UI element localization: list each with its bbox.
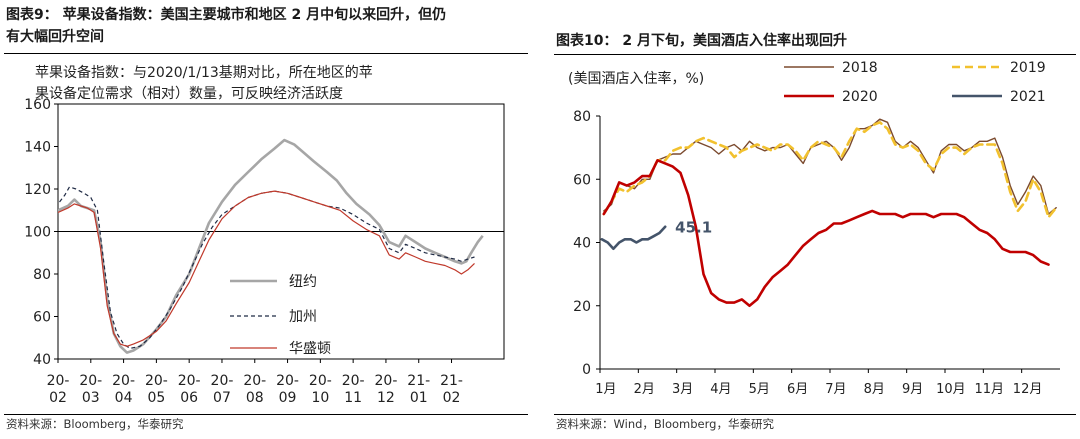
right-xtick-label: 1月 [595, 382, 616, 397]
left-title-line2: 有大幅回升空间 [6, 29, 104, 45]
left-ytick-label: 140 [24, 140, 51, 156]
left-ytick-label: 80 [33, 267, 51, 283]
left-annotation-line-2: 果设备定位需求（相对）数量，可反映经济活跃度 [35, 85, 343, 102]
right-legend-label-2019: 2019 [1010, 60, 1046, 76]
left-chart-title: 图表9： 苹果设备指数：美国主要城市和地区 2 月中旬以来回升，但仍 有大幅回升… [6, 4, 526, 48]
left-source: 资料来源：Bloomberg，华泰研究 [6, 417, 184, 431]
left-xtick-year: 21- [440, 373, 463, 389]
left-xtick-year: 20- [309, 373, 332, 389]
right-xtick-label: 7月 [825, 382, 846, 397]
left-xtick-month: 04 [115, 390, 133, 406]
right-xtick-label: 5月 [749, 382, 770, 397]
left-xtick-year: 20- [178, 373, 201, 389]
right-series-line-2018 [603, 118, 1057, 215]
right-hotel-occupancy-chart: (美国酒店入住率，%) 0 20 40 60 80 1月 2月 3月 4月 5月 6月 7月 8月 9月 10… [568, 60, 1060, 397]
right-xtick-label: 3月 [672, 382, 693, 397]
right-ylabel: (美国酒店入住率，%) [568, 70, 704, 87]
right-xtick-label: 9月 [902, 382, 923, 397]
right-series-line-2019 [602, 121, 1058, 219]
left-source-rule [4, 414, 528, 415]
left-apple-mobility-chart: 苹果设备指数：与2020/1/13基期对比，所在地区的苹果设备定位需求（相对）数… [24, 64, 505, 406]
right-xtick-label: 6月 [787, 382, 808, 397]
right-xtick-label: 2月 [634, 382, 655, 397]
right-xtick-label: 11月 [974, 382, 1004, 397]
left-xtick-month: 12 [377, 390, 395, 406]
right-series-line-2020 [602, 159, 1050, 308]
left-series-line-1 [58, 138, 484, 354]
right-source-rule [554, 414, 1076, 415]
right-series-line-2021 [600, 225, 667, 251]
left-series-line-3 [58, 190, 475, 347]
left-xtick-year: 20- [79, 373, 102, 389]
left-xtick-year: 20- [47, 373, 70, 389]
left-ytick-label: 160 [24, 97, 51, 113]
left-xtick-month: 09 [279, 390, 297, 406]
right-legend-label-2018: 2018 [842, 60, 878, 76]
right-ytick-label: 80 [573, 109, 591, 125]
right-ytick-label: 60 [573, 172, 591, 188]
left-xtick-month: 08 [246, 390, 264, 406]
left-xtick-month: 03 [82, 390, 100, 406]
left-series-line-2 [58, 186, 475, 349]
left-xtick-year: 20- [112, 373, 135, 389]
left-panel: 图表9： 苹果设备指数：美国主要城市和地区 2 月中旬以来回升，但仍 有大幅回升… [0, 0, 532, 439]
left-title-line1: 图表9： 苹果设备指数：美国主要城市和地区 2 月中旬以来回升，但仍 [6, 7, 447, 23]
right-ytick-label: 20 [573, 299, 591, 315]
left-xtick-year: 21- [407, 373, 430, 389]
right-panel: 图表10： 2 月下旬，美国酒店入住率出现回升 (美国酒店入住率，%) 0 20 40… [550, 0, 1080, 439]
left-ytick-label: 100 [24, 225, 51, 241]
left-xtick-year: 20- [211, 373, 234, 389]
left-title-rule [4, 53, 528, 54]
left-xtick-month: 10 [311, 390, 329, 406]
left-xtick-year: 20- [276, 373, 299, 389]
right-legend-label-2021: 2021 [1010, 89, 1046, 105]
right-chart-title: 图表10： 2 月下旬，美国酒店入住率出现回升 [556, 33, 847, 49]
right-xtick-label: 8月 [864, 382, 885, 397]
left-xtick-year: 20- [342, 373, 365, 389]
left-legend-label-1: 纽约 [289, 274, 317, 290]
left-xtick-month: 02 [443, 390, 461, 406]
left-xtick-month: 07 [213, 390, 231, 406]
left-xtick-month: 06 [180, 390, 198, 406]
left-xtick-year: 20- [375, 373, 398, 389]
left-legend-label-2: 加州 [289, 309, 317, 325]
left-annotation-line-1: 苹果设备指数：与2020/1/13基期对比，所在地区的苹 [35, 64, 373, 81]
left-ytick-label: 60 [33, 310, 51, 326]
right-xtick-label: 4月 [710, 382, 731, 397]
left-ytick-label: 120 [24, 182, 51, 198]
right-legend-label-2020: 2020 [842, 89, 878, 105]
left-xtick-month: 11 [344, 390, 362, 406]
right-title-rule [554, 54, 1076, 55]
left-xtick-month: 01 [410, 390, 428, 406]
left-xtick-month: 02 [49, 390, 67, 406]
left-xtick-month: 05 [147, 390, 165, 406]
right-xtick-label: 12月 [1013, 382, 1043, 397]
right-source: 资料来源：Wind，Bloomberg，华泰研究 [556, 417, 774, 431]
left-xtick-year: 20- [145, 373, 168, 389]
right-annotation-latest: 45.1 [675, 219, 712, 237]
right-xtick-label: 10月 [936, 382, 966, 397]
left-legend-label-3: 华盛顿 [289, 341, 331, 357]
right-ytick-label: 0 [582, 362, 591, 378]
right-ytick-label: 40 [573, 236, 591, 252]
left-xtick-year: 20- [243, 373, 266, 389]
left-ytick-label: 40 [33, 352, 51, 368]
